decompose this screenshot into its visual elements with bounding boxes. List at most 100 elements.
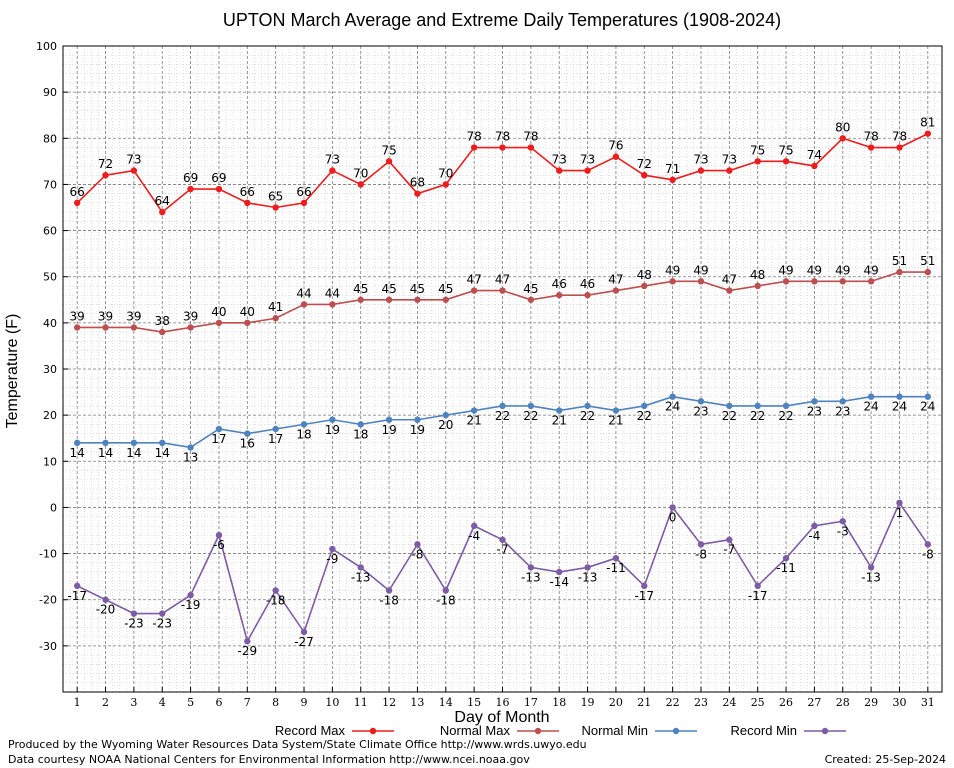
- data-label: 40: [211, 305, 226, 319]
- data-label: 23: [693, 404, 708, 418]
- data-label: 22: [495, 409, 510, 423]
- data-label: -8: [922, 547, 934, 561]
- x-tick-label: 29: [864, 696, 878, 709]
- data-point: [442, 181, 449, 188]
- data-label: 38: [155, 314, 170, 328]
- x-tick-label: 11: [354, 696, 368, 709]
- data-label: 49: [778, 263, 793, 277]
- data-label: 69: [183, 171, 198, 185]
- data-label: -18: [436, 593, 456, 607]
- data-point: [414, 416, 421, 423]
- legend: Record Max Normal Max Normal Min Record Min: [275, 723, 846, 738]
- data-point: [839, 398, 846, 405]
- data-label: 73: [580, 153, 595, 167]
- x-tick-label: 15: [467, 696, 481, 709]
- data-point: [215, 531, 223, 539]
- data-label: 41: [268, 300, 283, 314]
- data-point: [556, 291, 563, 299]
- data-label: 19: [325, 423, 340, 437]
- data-label: 22: [580, 409, 595, 423]
- data-label: 14: [126, 446, 141, 460]
- data-label: 45: [523, 282, 538, 296]
- data-label: 72: [637, 157, 652, 171]
- data-point: [924, 541, 932, 548]
- y-tick-label: 0: [50, 501, 57, 514]
- data-point: [300, 301, 308, 308]
- data-point: [782, 402, 790, 410]
- data-label: 81: [920, 116, 935, 130]
- legend-item: Normal Min: [582, 723, 697, 738]
- data-label: 39: [183, 309, 198, 323]
- data-point: [782, 158, 790, 165]
- data-label: 39: [126, 309, 141, 323]
- data-point: [300, 199, 308, 207]
- data-label: 22: [722, 409, 737, 423]
- data-point: [556, 568, 563, 576]
- data-point: [470, 522, 478, 530]
- data-label: -29: [238, 644, 258, 658]
- data-point: [839, 518, 846, 525]
- data-point: [300, 421, 308, 428]
- x-tick-label: 31: [921, 696, 935, 709]
- data-point: [357, 181, 364, 188]
- data-point: [414, 296, 421, 303]
- data-label: 65: [268, 190, 283, 204]
- data-point: [811, 162, 818, 170]
- legend-item: Record Min: [731, 723, 846, 738]
- data-label: 21: [467, 414, 482, 428]
- data-label: 18: [353, 427, 368, 441]
- data-label: -17: [634, 589, 654, 603]
- data-point: [612, 554, 620, 562]
- x-tick-label: 14: [439, 696, 453, 709]
- data-label: 45: [438, 282, 453, 296]
- data-point: [527, 296, 535, 303]
- data-label: 70: [438, 166, 453, 180]
- data-point: [73, 324, 81, 331]
- legend-swatch-marker: [369, 727, 377, 735]
- data-label: 47: [467, 273, 482, 287]
- data-label: -8: [695, 547, 707, 561]
- data-label: -11: [606, 561, 626, 575]
- data-point: [584, 291, 591, 299]
- data-label: 78: [892, 130, 907, 144]
- data-point: [244, 638, 251, 645]
- legend-swatch-marker: [821, 727, 829, 735]
- y-tick-label: 80: [43, 132, 57, 145]
- data-point: [641, 282, 648, 290]
- y-axis-label: Temperature (F): [4, 314, 21, 429]
- x-tick-label: 18: [552, 696, 566, 709]
- data-label: 78: [495, 130, 510, 144]
- data-label: -17: [67, 589, 87, 603]
- data-point: [159, 208, 166, 216]
- data-label: 78: [467, 130, 482, 144]
- data-label: 76: [608, 139, 623, 153]
- data-label: -14: [549, 575, 569, 589]
- data-point: [73, 439, 81, 447]
- data-label: 14: [98, 446, 113, 460]
- data-point: [272, 425, 279, 433]
- y-tick-label: -10: [39, 548, 57, 561]
- data-point: [924, 130, 932, 137]
- data-point: [357, 296, 364, 303]
- data-label: -20: [96, 603, 116, 617]
- data-label: 1: [896, 506, 904, 520]
- data-point: [130, 167, 138, 174]
- data-label: -23: [152, 617, 172, 631]
- data-label: 48: [637, 268, 652, 282]
- data-point: [215, 319, 223, 327]
- y-tick-label: 90: [43, 86, 57, 99]
- data-label: 75: [750, 143, 765, 157]
- x-tick-label: 13: [410, 696, 424, 709]
- data-label: 78: [523, 130, 538, 144]
- x-tick-label: 2: [102, 696, 109, 709]
- data-label: -7: [497, 543, 509, 557]
- data-point: [329, 545, 336, 553]
- series-record-min: -17-20-23 -23-19-6-29-18-27-9-13-18-8-18-…: [67, 499, 934, 658]
- x-tick-label: 22: [666, 696, 680, 709]
- data-point: [272, 587, 279, 594]
- data-point: [584, 167, 591, 174]
- data-label: 45: [353, 282, 368, 296]
- data-label: 78: [863, 130, 878, 144]
- data-label: 73: [126, 153, 141, 167]
